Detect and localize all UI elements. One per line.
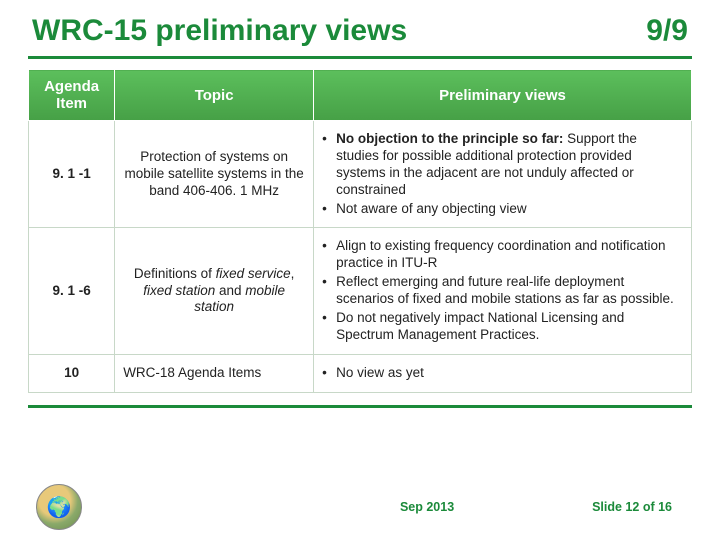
topic-cell: Protection of systems on mobile satellit… bbox=[115, 121, 314, 228]
views-list-item: •Not aware of any objecting view bbox=[322, 201, 683, 218]
views-list-text: Not aware of any objecting view bbox=[336, 201, 527, 218]
col-views-header: Preliminary views bbox=[314, 70, 692, 121]
globe-wreath-logo-icon: 🌍 bbox=[36, 484, 82, 530]
bullet-dot-icon: • bbox=[322, 365, 336, 382]
page-title: WRC-15 preliminary views bbox=[32, 14, 407, 48]
footer: 🌍 Sep 2013 Slide 12 of 16 bbox=[0, 484, 720, 530]
footer-slide-number: Slide 12 of 16 bbox=[592, 500, 672, 514]
agenda-item-cell: 9. 1 -1 bbox=[29, 121, 115, 228]
views-list: •No view as yet bbox=[322, 365, 683, 382]
views-list: •Align to existing frequency coordinatio… bbox=[322, 238, 683, 343]
views-cell: •No view as yet bbox=[314, 354, 692, 392]
agenda-item-cell: 10 bbox=[29, 354, 115, 392]
bottom-rule bbox=[28, 405, 692, 408]
views-list-text: Do not negatively impact National Licens… bbox=[336, 310, 683, 344]
bullet-dot-icon: • bbox=[322, 201, 336, 218]
page-pager: 9/9 bbox=[646, 14, 688, 48]
views-list: •No objection to the principle so far: S… bbox=[322, 131, 683, 217]
topic-cell: WRC-18 Agenda Items bbox=[115, 354, 314, 392]
title-underline bbox=[28, 56, 692, 59]
title-row: WRC-15 preliminary views 9/9 bbox=[28, 14, 692, 54]
bullet-dot-icon: • bbox=[322, 238, 336, 272]
col-topic-header: Topic bbox=[115, 70, 314, 121]
views-list-item: •Align to existing frequency coordinatio… bbox=[322, 238, 683, 272]
col-agenda-header: Agenda Item bbox=[29, 70, 115, 121]
views-list-text: No view as yet bbox=[336, 365, 424, 382]
views-cell: •No objection to the principle so far: S… bbox=[314, 121, 692, 228]
views-list-text: Reflect emerging and future real-life de… bbox=[336, 274, 683, 308]
table-row: 9. 1 -6Definitions of fixed service, fix… bbox=[29, 228, 692, 354]
topic-cell: Definitions of fixed service, fixed stat… bbox=[115, 228, 314, 354]
views-list-text: No objection to the principle so far: Su… bbox=[336, 131, 683, 199]
views-table: Agenda Item Topic Preliminary views 9. 1… bbox=[28, 69, 692, 393]
table-row: 9. 1 -1Protection of systems on mobile s… bbox=[29, 121, 692, 228]
table-row: 10WRC-18 Agenda Items •No view as yet bbox=[29, 354, 692, 392]
views-list-item: •Reflect emerging and future real-life d… bbox=[322, 274, 683, 308]
bullet-dot-icon: • bbox=[322, 274, 336, 308]
views-list-item: •No view as yet bbox=[322, 365, 683, 382]
table-header: Agenda Item Topic Preliminary views bbox=[29, 70, 692, 121]
views-list-text: Align to existing frequency coordination… bbox=[336, 238, 683, 272]
agenda-item-cell: 9. 1 -6 bbox=[29, 228, 115, 354]
views-list-item: •Do not negatively impact National Licen… bbox=[322, 310, 683, 344]
bullet-dot-icon: • bbox=[322, 310, 336, 344]
table-body: 9. 1 -1Protection of systems on mobile s… bbox=[29, 121, 692, 393]
bullet-dot-icon: • bbox=[322, 131, 336, 199]
views-list-item: •No objection to the principle so far: S… bbox=[322, 131, 683, 199]
footer-date: Sep 2013 bbox=[400, 500, 454, 514]
slide-container: WRC-15 preliminary views 9/9 Agenda Item… bbox=[0, 0, 720, 540]
views-cell: •Align to existing frequency coordinatio… bbox=[314, 228, 692, 354]
